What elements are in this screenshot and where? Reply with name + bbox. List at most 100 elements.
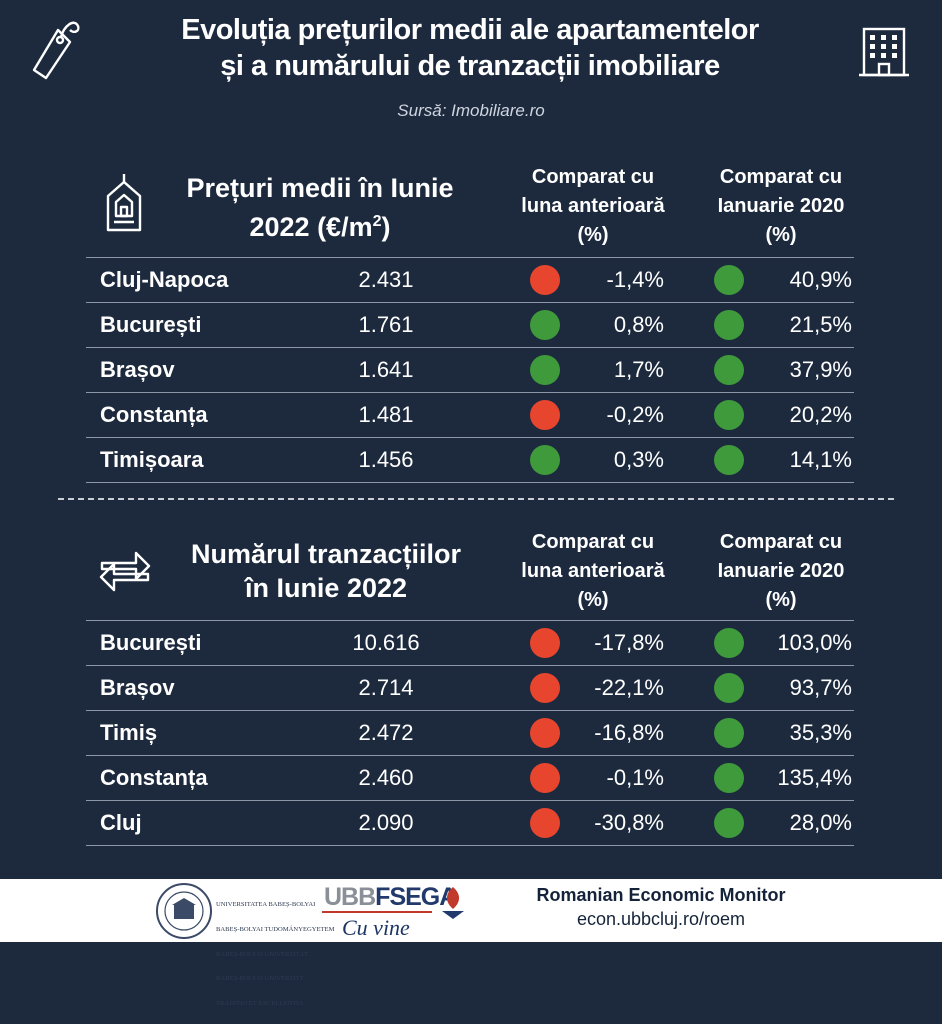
trend-up-dot [714,808,744,838]
city-name: București [100,630,202,655]
change-month-cell: -16,8% [594,720,664,745]
prices-title-line-2: 2022 (€/m2) [150,205,490,244]
transactions-section-title: Numărul tranzacțiilor în Iunie 2022 [156,537,496,605]
transactions-table: București 10.616 -17,8% 103,0% Brașov 2.714 -2… [86,620,854,846]
change-2020-cell: 14,1% [789,447,852,472]
value-cell: 1.641 [358,357,414,382]
value-cell: 10.616 [352,630,420,655]
change-2020-cell: 21,5% [789,312,852,337]
uni-line: BABEȘ-BOLYAI TUDOMÁNYEGYETEM [216,926,335,934]
transactions-title-line-2: în Iunie 2022 [244,573,408,603]
trend-up-dot [714,310,744,340]
change-month-cell: -1,4% [606,267,664,292]
trend-down-dot [530,400,560,430]
trend-down-dot [530,628,560,658]
trend-down-dot [530,808,560,838]
trend-up-dot [714,400,744,430]
change-month-cell: 0,8% [613,312,664,337]
prices-col-month-header: Comparat cu luna anterioară (%) [498,163,688,250]
col-head-line: (%) [765,224,797,246]
fsega-emblem-icon [442,887,464,919]
script-signature: Cu vine [342,915,410,940]
col-head-line: (%) [577,589,609,611]
price-tag-icon [32,21,80,80]
prices-table: Cluj-Napoca 2.431 -1,4% 40,9% București 1.761… [86,257,854,483]
col-head-line: (%) [765,589,797,611]
change-month-cell: -17,8% [594,630,664,655]
col-head-line: Comparat cu [531,531,655,553]
house-frame-icon [106,174,142,232]
value-cell: 1.456 [358,447,414,472]
university-name-text: UNIVERSITATEA BABEȘ-BOLYAI BABEȘ-BOLYAI … [216,885,334,1024]
change-2020-cell: 103,0% [777,630,852,655]
trend-up-dot [714,445,744,475]
col-head-line: Comparat cu [719,531,843,553]
trend-up-dot [714,628,744,658]
trend-down-dot [530,763,560,793]
transactions-title-line-1: Numărul tranzacțiilor [190,539,462,569]
value-cell: 2.472 [358,720,414,745]
trend-down-dot [530,673,560,703]
prices-title-line-1: Prețuri medii în Iunie [186,173,454,203]
table-row: București 1.761 0,8% 21,5% [86,303,854,348]
change-month-cell: -22,1% [594,675,664,700]
trend-up-dot [530,445,560,475]
table-row: Constanța 1.481 -0,2% 20,2% [86,393,854,438]
col-head-line: Ianuarie 2020 [717,195,845,217]
change-month-cell: -0,1% [606,765,664,790]
table-row: Brașov 2.714 -22,1% 93,7% [86,666,854,711]
roem-title: Romanian Economic Monitor [536,885,786,905]
transfer-arrows-icon [99,551,151,592]
footer: UNIVERSITATEA BABEȘ-BOLYAI BABEȘ-BOLYAI … [0,879,942,1007]
trend-down-dot [530,265,560,295]
change-month-cell: -0,2% [606,402,664,427]
city-name: Brașov [100,675,175,700]
trend-up-dot [714,265,744,295]
col-head-line: Ianuarie 2020 [717,560,845,582]
value-cell: 2.460 [358,765,414,790]
university-seal-logo [156,883,212,939]
value-cell: 1.481 [358,402,414,427]
trend-up-dot [530,310,560,340]
col-head-line: luna anterioară [521,195,665,217]
section-divider [58,498,894,500]
prices-title-sup: 2 [372,213,382,230]
roem-url[interactable]: econ.ubbcluj.ro/roem [576,909,746,929]
table-row: București 10.616 -17,8% 103,0% [86,620,854,666]
prices-col-2020-header: Comparat cu Ianuarie 2020 (%) [686,163,876,250]
ubb-text: UBB [324,883,376,911]
trend-up-dot [714,355,744,385]
col-head-line: luna anterioară [521,560,665,582]
change-2020-cell: 20,2% [789,402,852,427]
uni-line: TRADITIO ET EXCELLENTIA [216,999,304,1007]
trend-up-dot [714,718,744,748]
city-name: Cluj [100,810,142,835]
col-head-line: (%) [577,224,609,246]
city-name: Timiș [100,720,158,745]
value-cell: 2.090 [358,810,414,835]
change-2020-cell: 40,9% [789,267,852,292]
uni-line: BABEȘ-BOLYAI UNIVERSITY [216,975,305,983]
table-row: Cluj 2.090 -30,8% 28,0% [86,801,854,846]
change-2020-cell: 28,0% [789,810,852,835]
table-row: Brașov 1.641 1,7% 37,9% [86,348,854,393]
value-cell: 2.714 [358,675,414,700]
ubbfsega-logo: UBBFSEGA [324,883,457,912]
change-month-cell: 1,7% [613,357,664,382]
title-line-1: Evoluția prețurilor medii ale apartament… [181,14,759,46]
change-2020-cell: 37,9% [789,357,852,382]
city-name: Cluj-Napoca [100,267,229,292]
uni-line: BABEȘ-BOLYAI UNIVERSITÄT [216,950,309,958]
change-month-cell: -30,8% [594,810,664,835]
city-name: București [100,312,202,337]
transactions-col-month-header: Comparat cu luna anterioară (%) [498,528,688,615]
source-text: Sursă: Imobiliare.ro [397,101,545,120]
city-name: Constanța [100,765,208,790]
page-title: Evoluția prețurilor medii ale apartament… [120,12,820,84]
change-2020-cell: 35,3% [789,720,852,745]
table-row: Constanța 2.460 -0,1% 135,4% [86,756,854,801]
uni-line: UNIVERSITATEA BABEȘ-BOLYAI [216,901,316,909]
prices-title-end: ) [381,212,391,242]
change-2020-cell: 93,7% [789,675,852,700]
prices-section-title: Prețuri medii în Iunie 2022 (€/m2) [150,171,490,244]
